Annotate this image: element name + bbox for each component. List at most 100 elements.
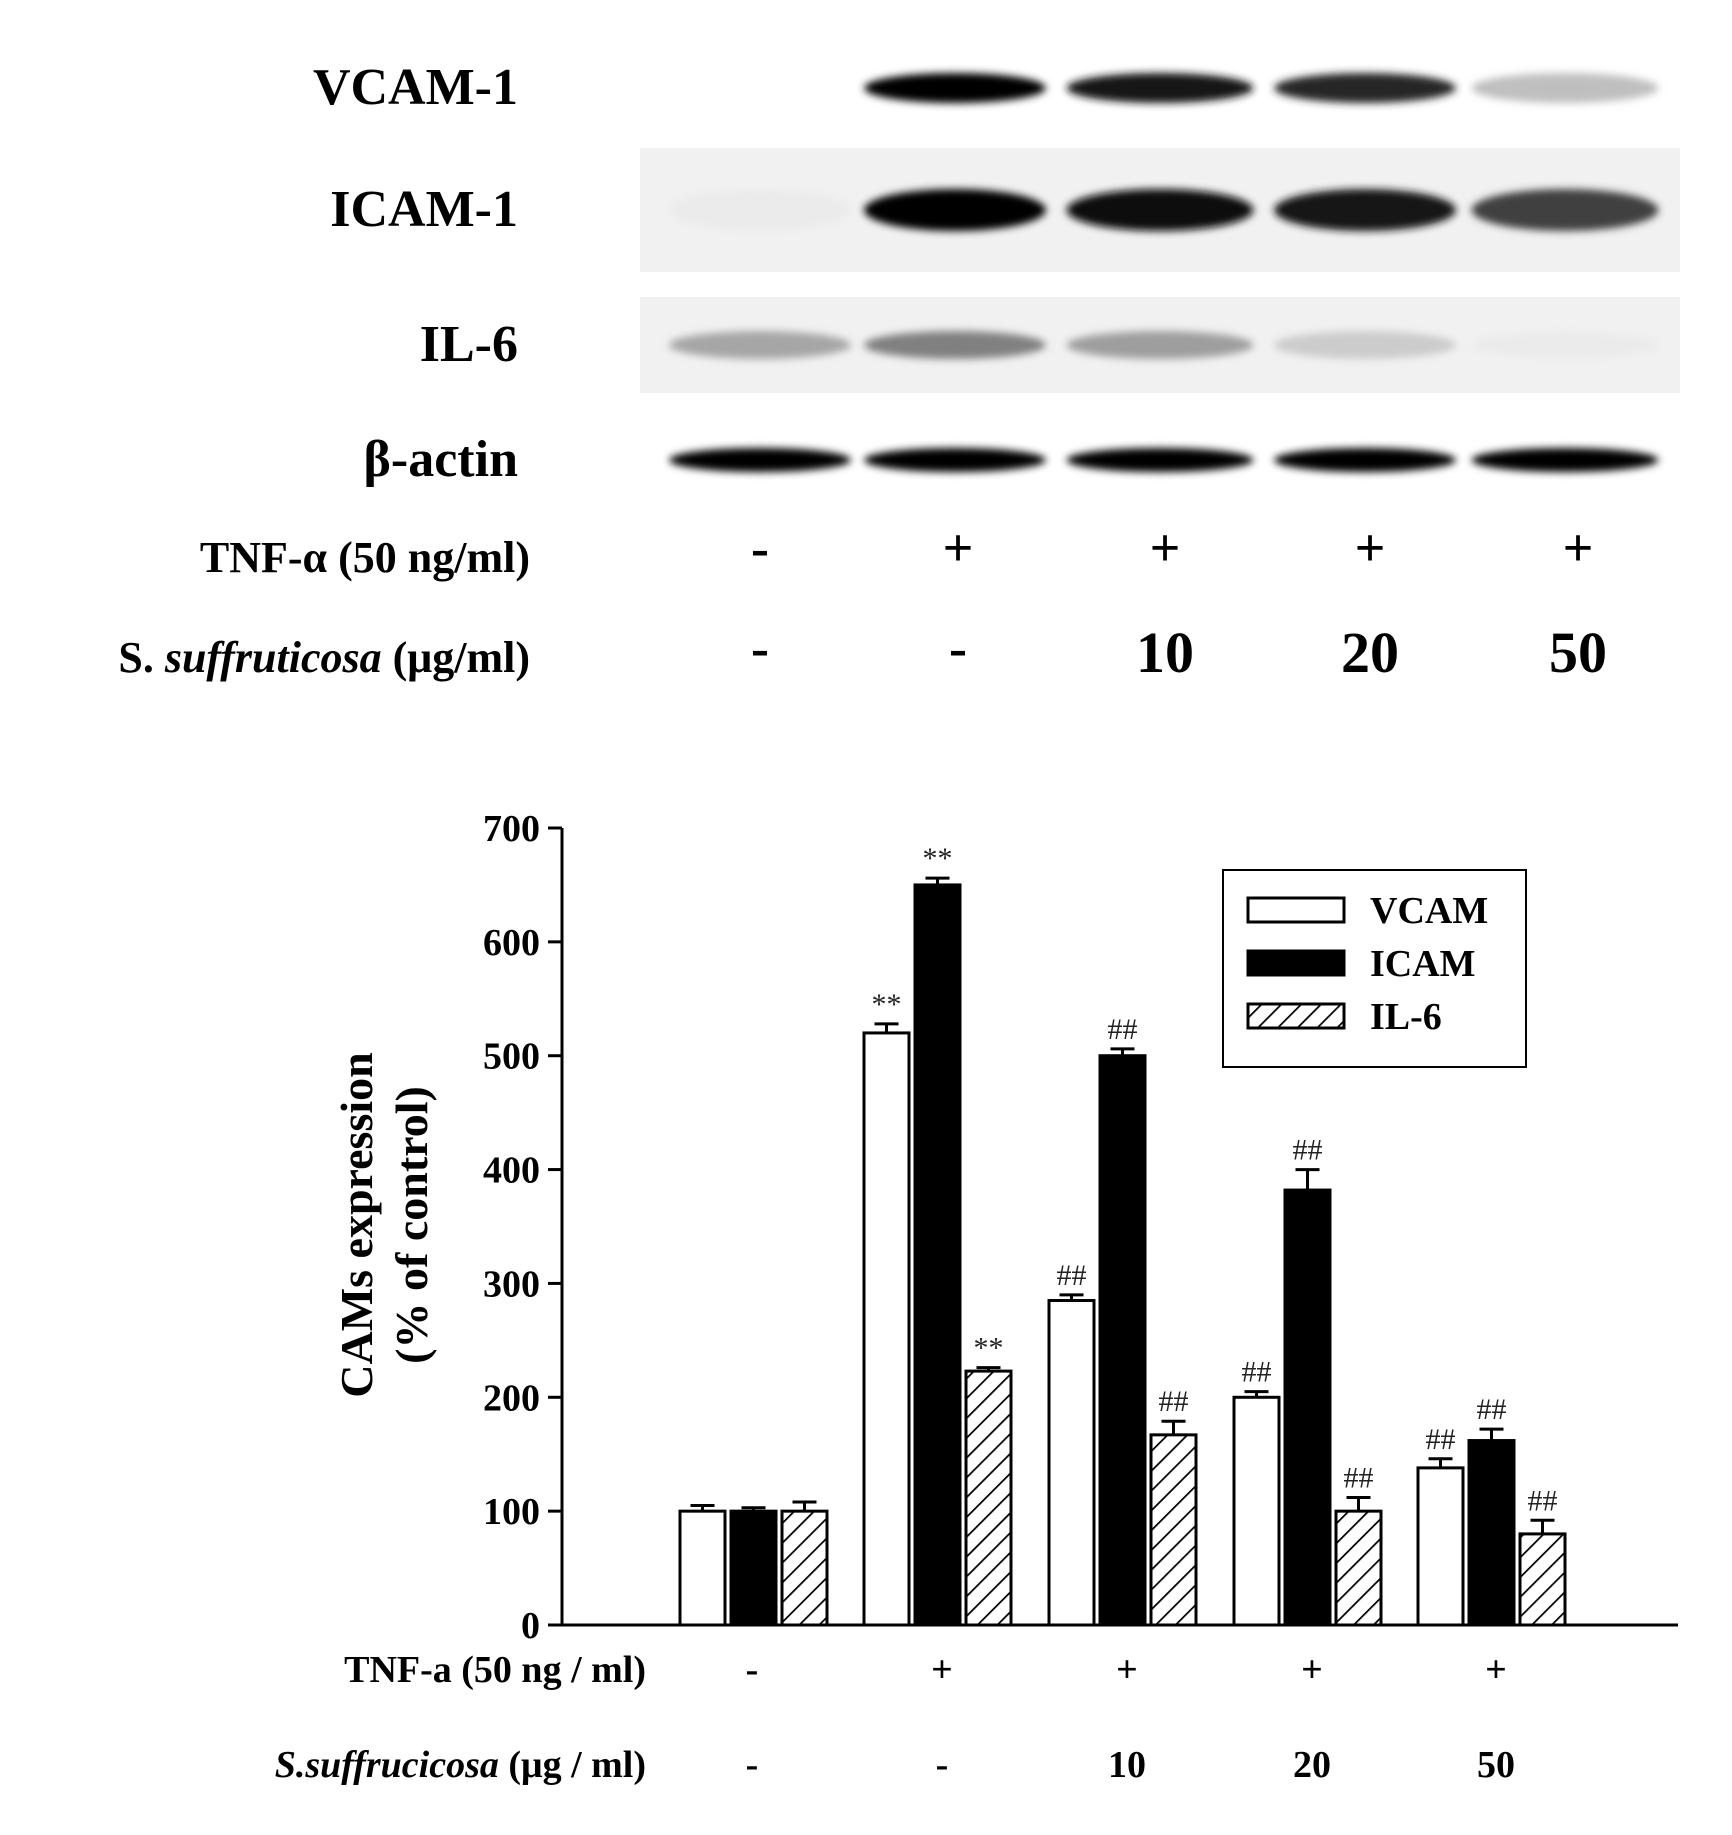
chart-condition-value: - xyxy=(746,1649,759,1691)
condition-unit: (μg/ml) xyxy=(382,633,530,682)
blot-band xyxy=(669,331,851,359)
bar-il-6-2 xyxy=(1149,1433,1198,1627)
condition-prefix: S. xyxy=(118,633,164,682)
chart-condition-value: + xyxy=(1485,1649,1507,1691)
bar-vcam-2 xyxy=(1047,1299,1096,1627)
bar-il-6-3 xyxy=(1334,1509,1383,1627)
blot-condition-value: 20 xyxy=(1341,620,1399,685)
blot-condition-value: + xyxy=(943,518,974,578)
blot-condition-value: + xyxy=(1150,518,1181,578)
chart-condition-value: + xyxy=(931,1649,953,1691)
blot-row-label: IL-6 xyxy=(420,316,518,373)
significance-mark: ## xyxy=(1426,1423,1456,1456)
blot-row-label: ICAM-1 xyxy=(330,181,518,238)
blot-band xyxy=(669,448,851,472)
blot-row-3: β-actin xyxy=(364,431,1659,488)
blot-condition-value: + xyxy=(1355,518,1386,578)
significance-mark: ## xyxy=(1477,1393,1507,1426)
blot-row-0: VCAM-1 xyxy=(313,59,1659,116)
y-tick-label: 600 xyxy=(483,922,540,964)
bar-chart: CAMs expression (% of control) 0 100 200 30… xyxy=(275,808,1678,1786)
y-tick-label: 400 xyxy=(483,1150,540,1192)
bar-il-6-4 xyxy=(1518,1532,1567,1627)
chart-condition-value: 10 xyxy=(1108,1744,1146,1786)
blot-condition-value: - xyxy=(949,618,967,678)
blot-band xyxy=(1471,73,1659,103)
significance-mark: ** xyxy=(974,1332,1004,1365)
significance-mark: ## xyxy=(1528,1484,1558,1517)
bar-icam-1 xyxy=(913,883,962,1627)
chart-condition-value: - xyxy=(936,1744,949,1786)
y-tick-label: 200 xyxy=(483,1377,540,1419)
chart-condition-value: + xyxy=(1116,1649,1138,1691)
blot-band xyxy=(1066,448,1254,472)
blot-band xyxy=(1471,448,1659,472)
significance-mark: ## xyxy=(1293,1134,1323,1167)
condition-unit: (μg / ml) xyxy=(499,1744,646,1786)
significance-mark: ## xyxy=(1159,1385,1189,1418)
legend-swatch-il-6 xyxy=(1246,1002,1346,1030)
significance-mark: ** xyxy=(923,842,953,875)
chart-condition-value: 50 xyxy=(1477,1744,1515,1786)
chart-condition-label: TNF-a (50 ng / ml) xyxy=(344,1649,646,1691)
bar-il-6-1 xyxy=(964,1369,1013,1627)
significance-mark: ## xyxy=(1108,1013,1138,1046)
bar-il-6-0 xyxy=(780,1509,829,1627)
significance-mark: ** xyxy=(872,988,902,1021)
blot-band xyxy=(1471,189,1659,231)
bar-icam-2 xyxy=(1098,1054,1147,1627)
y-axis-label-line2: (% of control) xyxy=(386,1086,437,1364)
blot-band xyxy=(864,189,1046,231)
y-tick-label: 100 xyxy=(483,1491,540,1533)
y-tick-label: 300 xyxy=(483,1263,540,1305)
blot-band xyxy=(1066,331,1254,359)
bar-vcam-0 xyxy=(678,1509,727,1627)
chart-condition-value: 20 xyxy=(1293,1744,1331,1786)
blot-band xyxy=(1274,448,1456,472)
bar-icam-0 xyxy=(729,1509,778,1627)
condition-species: suffruticosa xyxy=(164,633,382,682)
western-blot-panel: VCAM-1 ICAM-1 IL-6 β-actin TNF-α (50 ng/ml)… xyxy=(118,59,1680,685)
blot-band xyxy=(1471,331,1659,359)
blot-row-label: VCAM-1 xyxy=(313,59,518,116)
bar-vcam-1 xyxy=(862,1031,911,1627)
blot-band xyxy=(669,189,851,231)
blot-row-label: β-actin xyxy=(364,431,519,488)
legend-swatch-icam xyxy=(1246,949,1346,977)
blot-band xyxy=(864,331,1046,359)
significance-mark: ## xyxy=(1242,1356,1272,1389)
legend-label: IL-6 xyxy=(1370,996,1442,1038)
blot-band xyxy=(1274,331,1456,359)
blot-band xyxy=(864,73,1046,103)
condition-species: S.suffrucicosa xyxy=(275,1744,499,1786)
y-tick-label: 500 xyxy=(483,1036,540,1078)
blot-row-2: IL-6 xyxy=(420,297,1680,393)
significance-mark: ## xyxy=(1057,1259,1087,1292)
bar-icam-3 xyxy=(1283,1188,1332,1627)
significance-mark: ## xyxy=(1344,1461,1374,1494)
chart-condition-label: S.suffrucicosa (μg / ml) xyxy=(275,1744,646,1786)
blot-row-1: ICAM-1 xyxy=(330,148,1680,272)
blot-band xyxy=(864,448,1046,472)
blot-condition-label: TNF-α (50 ng/ml) xyxy=(200,533,530,582)
blot-condition-value: + xyxy=(1563,518,1594,578)
blot-condition-value: - xyxy=(751,618,769,678)
blot-condition-value: 50 xyxy=(1549,620,1607,685)
chart-condition-value: + xyxy=(1301,1649,1323,1691)
legend-swatch-vcam xyxy=(1246,896,1346,924)
chart-condition-value: - xyxy=(746,1744,759,1786)
legend-label: VCAM xyxy=(1370,890,1488,932)
y-tick-label: 700 xyxy=(483,808,540,850)
bar-vcam-3 xyxy=(1232,1395,1281,1627)
blot-condition-label: S. suffruticosa (μg/ml) xyxy=(118,633,530,682)
y-axis-label-line1: CAMs expression xyxy=(331,1052,382,1397)
blot-band xyxy=(1274,73,1456,103)
y-tick-label: 0 xyxy=(521,1605,540,1647)
blot-band xyxy=(1274,189,1456,231)
legend-label: ICAM xyxy=(1370,943,1476,985)
blot-band xyxy=(1066,189,1254,231)
blot-condition-value: - xyxy=(751,518,769,578)
blot-condition-value: 10 xyxy=(1136,620,1194,685)
bar-icam-4 xyxy=(1467,1439,1516,1627)
legend: VCAM ICAM IL-6 xyxy=(1222,869,1527,1068)
